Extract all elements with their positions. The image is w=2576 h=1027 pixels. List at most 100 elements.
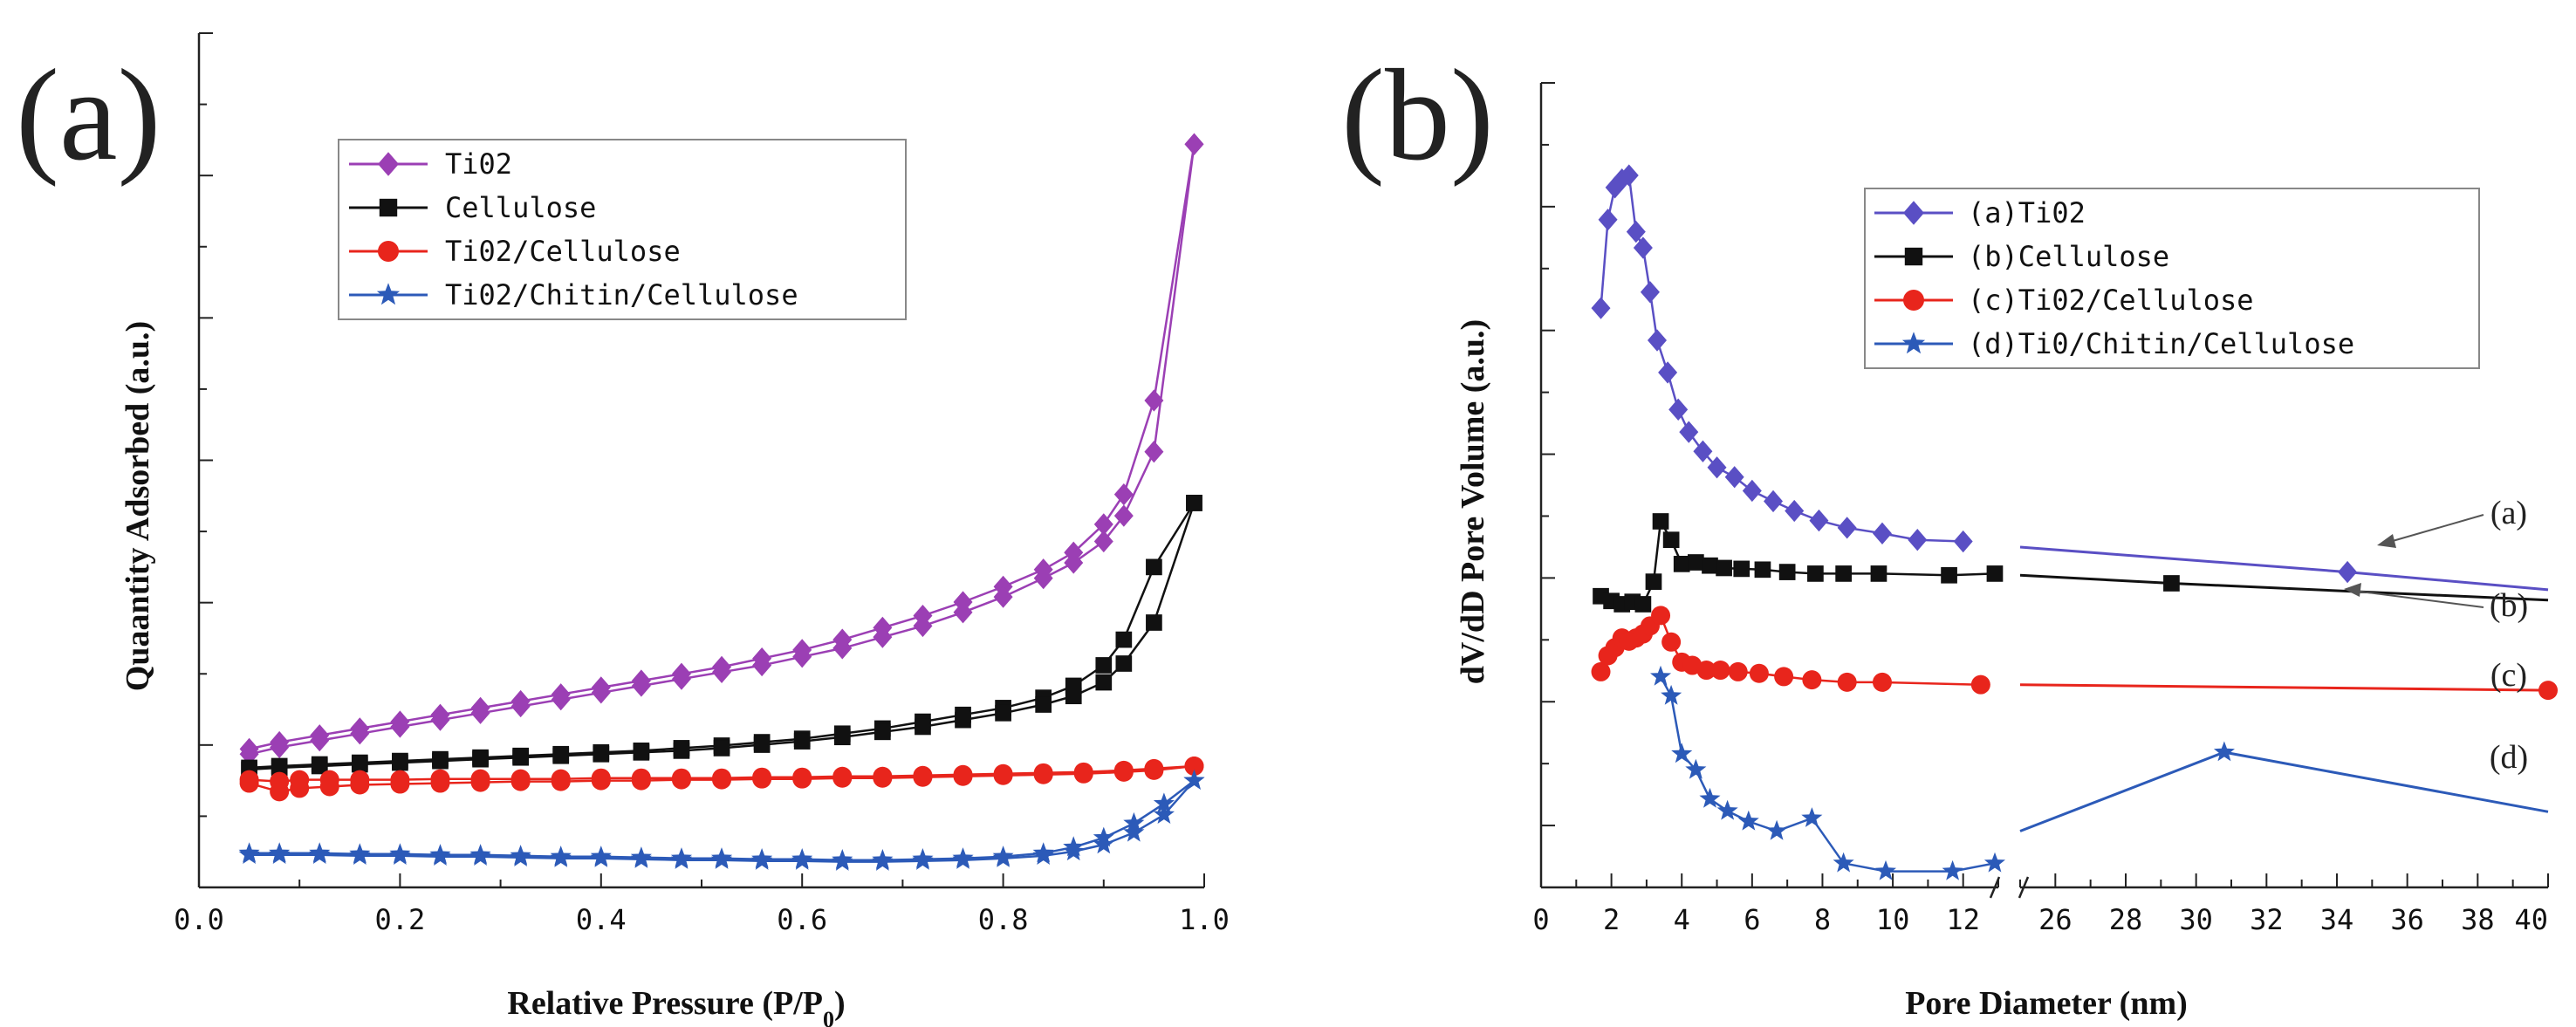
panel-b-data-point [1710, 661, 1730, 681]
panel-a-data-point [952, 849, 974, 869]
panel-a-data-point [349, 845, 371, 865]
panel-a-data-point [671, 668, 691, 690]
panel-b-data-point [1724, 466, 1744, 489]
panel-a-data-point [290, 778, 310, 798]
panel-b-data-point [1766, 819, 1788, 840]
panel-a-legend-item: Ti02 [349, 147, 512, 181]
panel-a-data-point [319, 777, 339, 797]
panel-a-data-point [591, 770, 611, 791]
panel-b-legend-label: (d)Ti0/Chitin/Cellulose [1968, 327, 2354, 360]
panel-b-x-tick-label: 30 [2179, 903, 2213, 936]
panel-a-data-point [1073, 763, 1093, 784]
panel-b-x-tick-label: 6 [1744, 903, 1760, 936]
panel-a-data-point [631, 770, 651, 791]
panel-b-x-tick-label: 8 [1814, 903, 1831, 936]
panel-a-series-2 [239, 756, 1204, 802]
panel-a-data-point [590, 847, 612, 867]
panel-b-line-right [2019, 545, 2549, 592]
panel-a-legend-label: Ti02 [445, 147, 512, 181]
panel-a-data-point [832, 851, 853, 871]
panel-a-data-point [671, 770, 691, 790]
panel-b-data-point [1634, 596, 1652, 613]
panel-b-data-point [1626, 220, 1646, 243]
panel-a-data-point [1032, 845, 1054, 865]
panel-a-data-point [753, 736, 771, 753]
panel-b-data-point [1707, 456, 1727, 479]
panel-b-data-point [1754, 561, 1771, 579]
panel-a-data-point [793, 733, 811, 750]
panel-a-data-point [309, 844, 331, 864]
panel-a-data-point [269, 844, 291, 864]
panel-a-data-point [1144, 389, 1164, 412]
panel-b-data-point [1650, 665, 1672, 686]
panel-a-data-point [591, 681, 611, 704]
panel-a-legend-marker [378, 152, 399, 176]
panel-b-line-left [1600, 517, 1996, 606]
panel-a-data-point [1093, 530, 1113, 553]
panel-b-data-point [1970, 674, 1990, 695]
panel-a-data-point [955, 711, 971, 729]
panel-a-desorption-line [249, 503, 1196, 771]
panel-a-data-point [993, 765, 1013, 785]
panel-b-data-point [1872, 522, 1892, 544]
panel-a-data-point [1065, 688, 1082, 705]
panel-a-legend-marker [379, 198, 398, 217]
panel-a-data-point [1186, 495, 1202, 511]
panel-a-data-point [429, 846, 451, 866]
panel-b-data-point [1737, 810, 1759, 831]
panel-a-data-point [270, 782, 290, 802]
panel-b-data-point [1835, 565, 1852, 582]
panel-a-data-point [470, 772, 490, 792]
panel-a-data-point [873, 626, 893, 648]
panel-b-x-tick-label: 32 [2250, 903, 2284, 936]
panel-b-data-point [1749, 663, 1769, 683]
panel-a-data-point [390, 715, 410, 738]
panel-b-x-tick-label: 36 [2390, 903, 2424, 936]
panel-b-data-point [1716, 799, 1738, 820]
panel-a-data-point [1113, 762, 1134, 782]
panel-b-xlabel: Pore Diameter (nm) [1905, 985, 2188, 1022]
panel-a-legend-marker [376, 283, 401, 305]
panel-b-data-point [1801, 807, 1823, 827]
panel-b-x-tick-label: 4 [1674, 903, 1690, 936]
arrowhead-a [2377, 534, 2396, 548]
panel-a-data-point [953, 601, 973, 624]
panel-a-data-point [1144, 760, 1164, 780]
panel-a-legend-label: Ti02/Cellulose [445, 235, 681, 268]
panel-b-data-point [1733, 560, 1750, 578]
panel-a-legend-marker [378, 241, 399, 262]
panel-a-ylabel: Quaantity Adsorbed (a.u.) [120, 321, 156, 691]
panel-a-data-point [1033, 566, 1053, 590]
panel-a-data-point [470, 702, 490, 724]
panel-b-data-point [1671, 743, 1693, 763]
panel-a-data-point [1064, 551, 1084, 574]
panel-a-data-point [1153, 804, 1175, 824]
panel-b-data-point [1872, 672, 1892, 692]
panel-b-x-tick-label: 28 [2109, 903, 2143, 936]
panel-a-data-point [832, 637, 853, 660]
panel-a-data-point [430, 773, 450, 793]
panel-b-data-point [1598, 209, 1618, 231]
panel-b-data-point [1661, 684, 1682, 705]
panel-b-data-point [1688, 554, 1704, 571]
panel-a-x-tick-label: 0.0 [174, 903, 224, 936]
panel-a-data-point [872, 851, 894, 871]
panel-a-data-point [630, 848, 652, 868]
panel-b-data-point [1679, 421, 1699, 443]
panel-a-letter: (a) [16, 43, 161, 188]
panel-a-data-point [712, 770, 732, 790]
panel-a-data-point [791, 850, 813, 870]
panel-a-data-point [792, 769, 812, 789]
panel-b-data-point [1953, 530, 1973, 553]
panel-b-legend-label: (c)Ti02/Cellulose [1968, 284, 2254, 317]
panel-b-x-tick-label: 2 [1603, 903, 1620, 936]
panel-b-series: (a) (b) (c) (d) [1591, 164, 2558, 880]
panel-a-legend-item: Ti02/Cellulose [349, 235, 681, 268]
panel-b-data-point [1785, 499, 1805, 523]
panel-b-annotation: (c) [2490, 657, 2527, 694]
panel-a-data-point [1146, 558, 1162, 576]
panel-a-data-point [593, 745, 610, 763]
panel-a-data-point [389, 845, 411, 865]
panel-a-series-3 [238, 770, 1205, 871]
